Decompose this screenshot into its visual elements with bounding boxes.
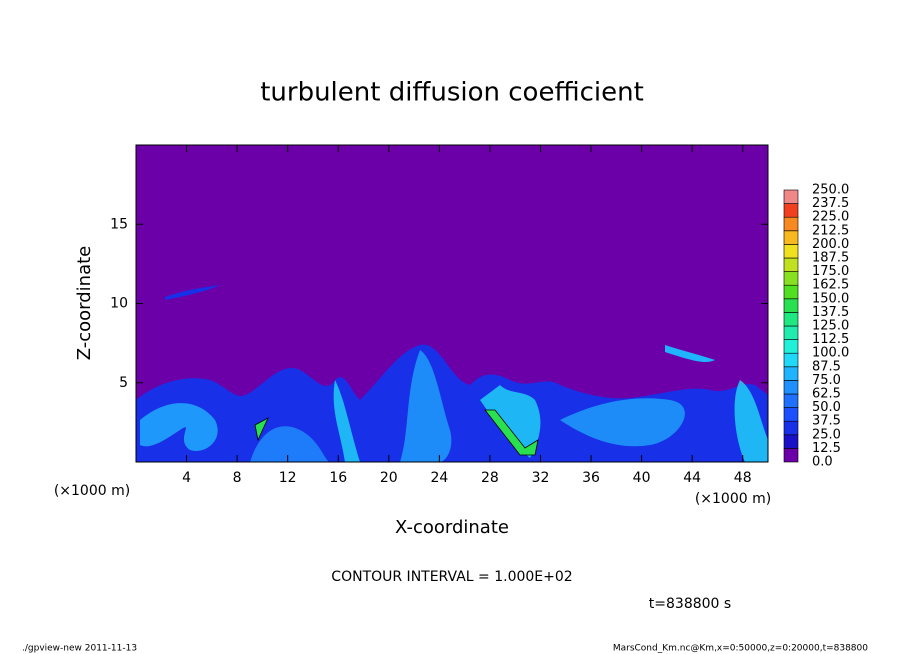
- colorbar-label: 25.0: [812, 427, 841, 442]
- x-axis-label: X-coordinate: [395, 517, 509, 538]
- colorbar-swatch: [783, 352, 799, 368]
- field-region: [250, 426, 330, 462]
- x-tick-label: 44: [683, 470, 701, 486]
- colorbar-swatch: [783, 393, 799, 408]
- colorbar-label: 62.5: [812, 387, 841, 402]
- footer-right: MarsCond_Km.nc@Km,x=0:50000,z=0:20000,t=…: [613, 644, 868, 654]
- field-region: [400, 350, 452, 462]
- time-label: t=838800 s: [649, 596, 731, 612]
- x-tick-label: 20: [380, 470, 398, 486]
- contour-interval: CONTOUR INTERVAL = 1.000E+02: [331, 569, 572, 585]
- field-region: [140, 403, 218, 451]
- colorbar-label: 150.0: [812, 291, 849, 306]
- x-tick-label: 4: [182, 470, 191, 486]
- x-tick-label: 48: [734, 470, 752, 486]
- colorbar-label: 75.0: [812, 373, 841, 388]
- colorbar-label: 175.0: [812, 264, 849, 279]
- colorbar-label: 87.5: [812, 359, 841, 374]
- colorbar-swatch: [783, 271, 799, 286]
- colorbar-label: 237.5: [812, 196, 849, 211]
- x-tick-label: 12: [279, 470, 297, 486]
- colorbar-swatch: [783, 448, 799, 463]
- colorbar-swatch: [783, 380, 799, 395]
- x-tick-label: 36: [582, 470, 600, 486]
- colorbar-swatch: [783, 434, 799, 449]
- field-region: [665, 345, 715, 363]
- x-tick-label: 16: [329, 470, 347, 486]
- colorbar-swatch: [783, 284, 799, 300]
- footer-left: ./gpview-new 2011-11-13: [22, 644, 137, 654]
- colorbar-swatch: [783, 366, 799, 381]
- colorbar-label: 187.5: [812, 251, 849, 266]
- x-tick-label: 8: [233, 470, 242, 486]
- field-region: [254, 417, 269, 442]
- y-axis-label: Z-coordinate: [74, 246, 95, 361]
- field-region: [484, 409, 539, 456]
- y-unit-label: (×1000 m): [54, 483, 130, 499]
- colorbar-swatch: [783, 189, 799, 204]
- colorbar-label: 250.0: [812, 183, 849, 198]
- colorbar-swatch: [783, 325, 799, 340]
- field-region: [333, 380, 360, 462]
- colorbar-swatch: [783, 216, 799, 232]
- x-unit-label: (×1000 m): [695, 491, 771, 507]
- colorbar-label: 37.5: [812, 414, 841, 429]
- x-tick-label: 40: [633, 470, 651, 486]
- field-region: [480, 385, 541, 458]
- x-tick-label: 28: [481, 470, 499, 486]
- colorbar-label: 162.5: [812, 278, 849, 293]
- colorbar-swatch: [783, 298, 799, 313]
- colorbar-label: 0.0: [812, 455, 833, 470]
- field-region: [734, 380, 768, 462]
- colorbar-label: 100.0: [812, 346, 849, 361]
- chart-title: turbulent diffusion coefficient: [260, 78, 644, 108]
- y-tick-label: 10: [110, 296, 128, 312]
- colorbar-label: 50.0: [812, 400, 841, 415]
- colorbar-label: 200.0: [812, 237, 849, 252]
- colorbar-swatch: [783, 420, 799, 436]
- y-tick-label: 15: [110, 216, 128, 232]
- colorbar-swatch: [783, 257, 799, 272]
- colorbar-swatch: [783, 230, 799, 245]
- x-tick-label: 32: [532, 470, 550, 486]
- colorbar-label: 212.5: [812, 223, 849, 238]
- colorbar-label: 125.0: [812, 319, 849, 334]
- y-tick-label: 5: [119, 375, 128, 391]
- field-region: [165, 285, 220, 300]
- colorbar-swatch: [783, 407, 799, 422]
- colorbar-label: 12.5: [812, 441, 841, 456]
- colorbar-swatch: [783, 244, 799, 259]
- colorbar-label: 112.5: [812, 332, 849, 347]
- colorbar-swatch: [783, 339, 799, 354]
- colorbar-swatch: [783, 203, 799, 218]
- colorbar-label: 225.0: [812, 210, 849, 225]
- colorbar-swatch: [783, 312, 799, 327]
- field: [136, 145, 768, 462]
- colorbar-label: 137.5: [812, 305, 849, 320]
- x-tick-label: 24: [430, 470, 448, 486]
- field-region: [560, 398, 685, 447]
